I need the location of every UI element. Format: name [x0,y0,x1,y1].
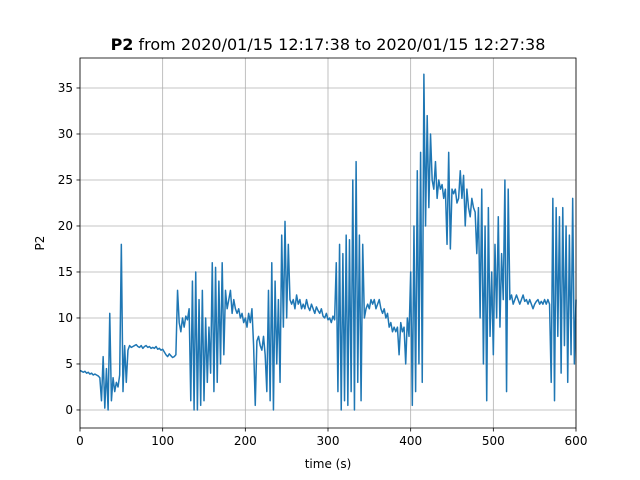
x-tick-label: 200 [234,434,257,448]
y-tick-label: 25 [58,173,73,187]
y-tick-label: 30 [58,127,73,141]
title-bold: P2 [111,35,134,54]
y-tick-label: 10 [58,311,73,325]
x-axis-label: time (s) [305,457,352,471]
x-tick-label: 600 [565,434,588,448]
x-tick-label: 500 [482,434,505,448]
plot-frame [79,57,577,429]
y-tick-label: 0 [65,403,73,417]
y-tick-label: 35 [58,81,73,95]
title-rest: from 2020/01/15 12:17:38 to 2020/01/15 1… [139,35,546,54]
line-series [79,73,577,411]
chart-title: P2 from 2020/01/15 12:17:38 to 2020/01/1… [111,35,546,54]
x-tick-label: 400 [399,434,422,448]
y-tick-label: 20 [58,219,73,233]
y-tick-label: 15 [58,265,73,279]
y-axis-label: P2 [33,236,47,251]
x-tick-label: 0 [76,434,84,448]
y-tick-label: 5 [65,357,73,371]
x-tick-label: 100 [151,434,174,448]
x-tick-label: 300 [317,434,340,448]
